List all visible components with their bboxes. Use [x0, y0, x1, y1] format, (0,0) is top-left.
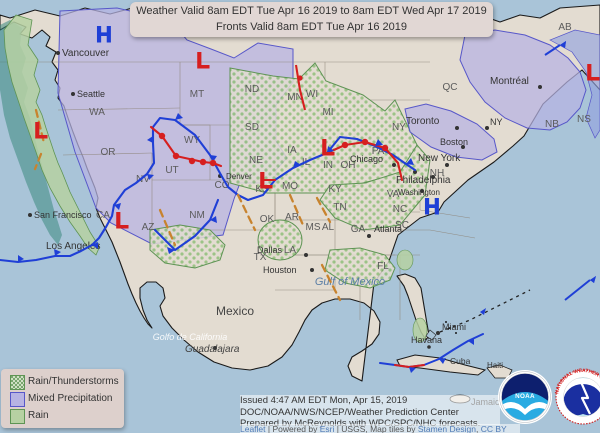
svg-text:NY: NY: [490, 117, 503, 127]
svg-text:IA: IA: [287, 145, 297, 156]
svg-text:GA: GA: [351, 224, 366, 235]
svg-text:Toronto: Toronto: [406, 116, 440, 127]
svg-text:L: L: [259, 168, 272, 193]
svg-text:Denver: Denver: [226, 172, 252, 181]
svg-text:Vancouver: Vancouver: [62, 48, 110, 59]
svg-text:SD: SD: [245, 122, 259, 133]
svg-text:NM: NM: [189, 210, 205, 221]
svg-text:AL: AL: [322, 222, 335, 233]
svg-text:NY: NY: [392, 122, 406, 133]
svg-text:AB: AB: [558, 22, 572, 33]
svg-text:H: H: [424, 194, 440, 219]
svg-text:NOAA: NOAA: [515, 393, 535, 400]
svg-text:MO: MO: [282, 181, 298, 192]
svg-text:San Francisco: San Francisco: [34, 210, 92, 220]
svg-text:Atlanta: Atlanta: [374, 224, 402, 234]
svg-text:Golfo de California: Golfo de California: [153, 332, 228, 342]
svg-text:Chicago: Chicago: [350, 154, 383, 164]
svg-text:MS: MS: [306, 222, 321, 233]
svg-text:WI: WI: [306, 89, 318, 100]
svg-text:L: L: [321, 135, 334, 160]
svg-text:MI: MI: [322, 107, 333, 118]
svg-text:QC: QC: [443, 82, 458, 93]
svg-text:Philadelphia: Philadelphia: [396, 175, 451, 186]
svg-text:NS: NS: [577, 114, 591, 125]
svg-text:L: L: [586, 60, 599, 85]
svg-text:AZ: AZ: [142, 222, 155, 233]
svg-text:Mexico: Mexico: [216, 304, 254, 318]
svg-text:MT: MT: [190, 89, 204, 100]
svg-text:TN: TN: [333, 202, 346, 213]
svg-text:Los Angeles: Los Angeles: [46, 241, 101, 252]
svg-text:Montréal: Montréal: [490, 76, 529, 87]
svg-text:L: L: [196, 48, 209, 73]
svg-text:Havana: Havana: [411, 335, 442, 345]
svg-text:Boston: Boston: [440, 137, 468, 147]
svg-text:New York: New York: [418, 153, 461, 164]
svg-text:ND: ND: [245, 84, 259, 95]
svg-text:FL: FL: [377, 261, 389, 272]
svg-text:L: L: [34, 118, 47, 143]
svg-text:LA: LA: [284, 245, 297, 256]
svg-text:KY: KY: [328, 184, 342, 195]
svg-text:NC: NC: [393, 204, 407, 215]
svg-text:OK: OK: [260, 214, 275, 225]
svg-text:L: L: [115, 208, 128, 233]
svg-text:IN: IN: [323, 160, 333, 171]
svg-text:Guadalajara: Guadalajara: [185, 344, 240, 355]
svg-text:WA: WA: [89, 107, 105, 118]
svg-text:OR: OR: [101, 147, 116, 158]
svg-text:CA: CA: [96, 210, 110, 221]
svg-text:Houston: Houston: [263, 265, 297, 275]
svg-text:Dallas: Dallas: [257, 245, 283, 255]
svg-text:Seattle: Seattle: [77, 89, 105, 99]
svg-text:AR: AR: [285, 212, 299, 223]
svg-text:NE: NE: [249, 155, 263, 166]
svg-text:H: H: [96, 22, 112, 47]
svg-text:UT: UT: [165, 165, 178, 176]
svg-text:Cuba: Cuba: [450, 356, 471, 366]
svg-text:Gulf of Mexico: Gulf of Mexico: [315, 276, 385, 288]
svg-text:NB: NB: [545, 119, 559, 130]
